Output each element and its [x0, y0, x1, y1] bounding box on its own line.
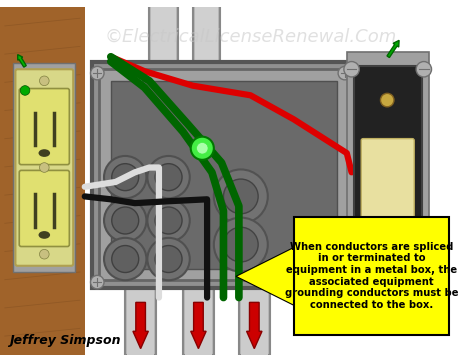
Circle shape: [155, 207, 182, 234]
FancyBboxPatch shape: [19, 171, 69, 247]
FancyArrow shape: [133, 302, 148, 349]
Circle shape: [147, 156, 190, 198]
FancyArrow shape: [18, 55, 26, 67]
Circle shape: [20, 86, 30, 95]
Circle shape: [147, 199, 190, 242]
FancyBboxPatch shape: [183, 283, 214, 355]
FancyBboxPatch shape: [91, 62, 356, 288]
FancyBboxPatch shape: [13, 63, 75, 272]
Circle shape: [104, 238, 146, 280]
FancyBboxPatch shape: [0, 7, 85, 355]
Ellipse shape: [38, 149, 50, 157]
FancyBboxPatch shape: [239, 283, 270, 355]
Circle shape: [416, 258, 431, 273]
Circle shape: [39, 249, 49, 259]
Circle shape: [112, 164, 139, 191]
FancyBboxPatch shape: [111, 81, 337, 269]
Circle shape: [91, 66, 104, 80]
Circle shape: [191, 137, 214, 160]
Circle shape: [381, 238, 394, 251]
Circle shape: [223, 227, 258, 262]
FancyBboxPatch shape: [194, 0, 218, 95]
Circle shape: [112, 207, 139, 234]
FancyArrow shape: [246, 302, 262, 349]
FancyBboxPatch shape: [19, 89, 69, 165]
Polygon shape: [236, 248, 294, 305]
FancyBboxPatch shape: [241, 285, 268, 355]
Circle shape: [344, 62, 359, 77]
Circle shape: [147, 238, 190, 280]
Circle shape: [155, 164, 182, 191]
FancyBboxPatch shape: [354, 66, 422, 269]
Text: ©ElectricalLicenseRenewal.Com: ©ElectricalLicenseRenewal.Com: [105, 27, 397, 45]
Circle shape: [338, 66, 352, 80]
Circle shape: [344, 258, 359, 273]
Circle shape: [155, 245, 182, 273]
FancyArrow shape: [191, 302, 206, 349]
FancyBboxPatch shape: [361, 139, 414, 229]
Circle shape: [197, 143, 208, 154]
FancyBboxPatch shape: [192, 0, 219, 95]
Circle shape: [223, 179, 258, 214]
Circle shape: [112, 245, 139, 273]
FancyArrow shape: [387, 41, 399, 58]
Circle shape: [338, 275, 352, 289]
Circle shape: [214, 169, 268, 223]
Circle shape: [39, 76, 49, 86]
Circle shape: [91, 275, 104, 289]
FancyBboxPatch shape: [125, 283, 156, 355]
FancyBboxPatch shape: [149, 0, 178, 95]
Ellipse shape: [38, 231, 50, 239]
FancyBboxPatch shape: [294, 216, 449, 335]
Circle shape: [416, 62, 431, 77]
Circle shape: [381, 93, 394, 107]
Text: When conductors are spliced
in or terminated to
equipment in a metal box, the
as: When conductors are spliced in or termin…: [284, 242, 458, 310]
Circle shape: [214, 218, 268, 272]
Text: Jeffrey Simpson: Jeffrey Simpson: [9, 334, 121, 347]
FancyBboxPatch shape: [185, 285, 212, 355]
Circle shape: [104, 156, 146, 198]
FancyBboxPatch shape: [16, 69, 73, 266]
FancyBboxPatch shape: [127, 285, 154, 355]
Circle shape: [39, 163, 49, 172]
Circle shape: [104, 199, 146, 242]
FancyBboxPatch shape: [347, 52, 428, 283]
FancyBboxPatch shape: [151, 0, 176, 95]
FancyBboxPatch shape: [99, 69, 349, 280]
